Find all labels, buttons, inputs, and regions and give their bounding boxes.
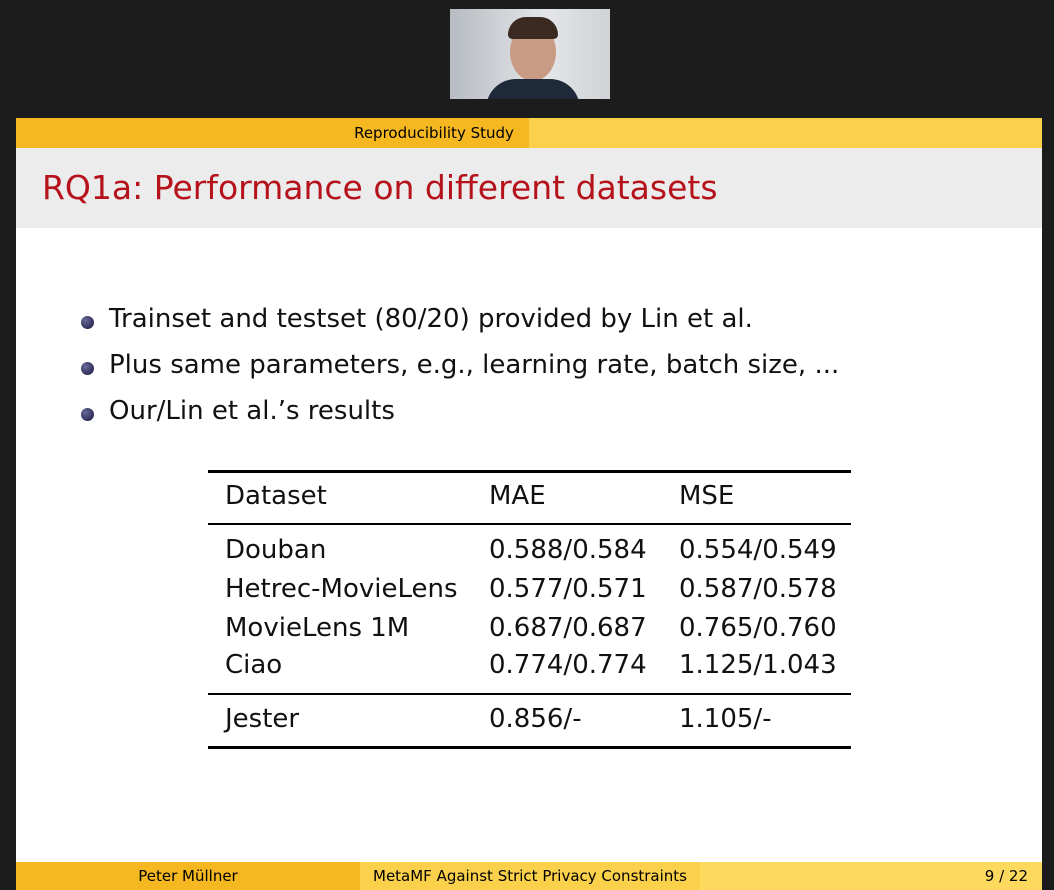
bullet-dot bbox=[81, 316, 94, 329]
slide-title: RQ1a: Performance on different datasets bbox=[42, 168, 718, 207]
table-rule bbox=[208, 746, 851, 749]
table-cell: Ciao bbox=[225, 650, 283, 680]
table-cell: 0.765/0.760 bbox=[679, 613, 837, 643]
table-cell: Hetrec-MovieLens bbox=[225, 574, 458, 604]
footer-bar bbox=[700, 862, 1042, 890]
bullet-text: Trainset and testset (80/20) provided by… bbox=[109, 304, 753, 334]
table-cell: Douban bbox=[225, 535, 327, 565]
table-cell: 1.105/- bbox=[679, 704, 772, 734]
bullet-dot bbox=[81, 408, 94, 421]
webcam bbox=[450, 9, 610, 99]
table-cell: 0.554/0.549 bbox=[679, 535, 837, 565]
table-cell: 1.125/1.043 bbox=[679, 650, 837, 680]
table-cell: Jester bbox=[225, 704, 300, 734]
slide bbox=[16, 118, 1042, 890]
title-band bbox=[16, 148, 1042, 228]
header-bar bbox=[16, 118, 529, 148]
footer-page: 9 / 22 bbox=[984, 867, 1028, 885]
table-cell: 0.687/0.687 bbox=[489, 613, 647, 643]
bullet-text: Our/Lin et al.’s results bbox=[109, 396, 395, 426]
table-cell: 0.856/- bbox=[489, 704, 582, 734]
table-header: MSE bbox=[679, 481, 735, 511]
table-cell: MovieLens 1M bbox=[225, 613, 410, 643]
table-rule bbox=[208, 693, 851, 695]
footer-talk: MetaMF Against Strict Privacy Constraint… bbox=[373, 867, 687, 885]
table-cell: 0.577/0.571 bbox=[489, 574, 647, 604]
header-bar bbox=[529, 118, 1042, 148]
table-cell: 0.774/0.774 bbox=[489, 650, 647, 680]
table-header: MAE bbox=[489, 481, 546, 511]
table-cell: 0.587/0.578 bbox=[679, 574, 837, 604]
table-cell: 0.588/0.584 bbox=[489, 535, 647, 565]
section-name: Reproducibility Study bbox=[354, 124, 514, 142]
footer-bar bbox=[360, 862, 700, 890]
table-header: Dataset bbox=[225, 481, 327, 511]
table-rule bbox=[208, 523, 851, 525]
footer-author: Peter Müllner bbox=[138, 867, 238, 885]
bullet-text: Plus same parameters, e.g., learning rat… bbox=[109, 350, 840, 380]
table-rule bbox=[208, 470, 851, 473]
footer-bar bbox=[16, 862, 360, 890]
bullet-dot bbox=[81, 362, 94, 375]
